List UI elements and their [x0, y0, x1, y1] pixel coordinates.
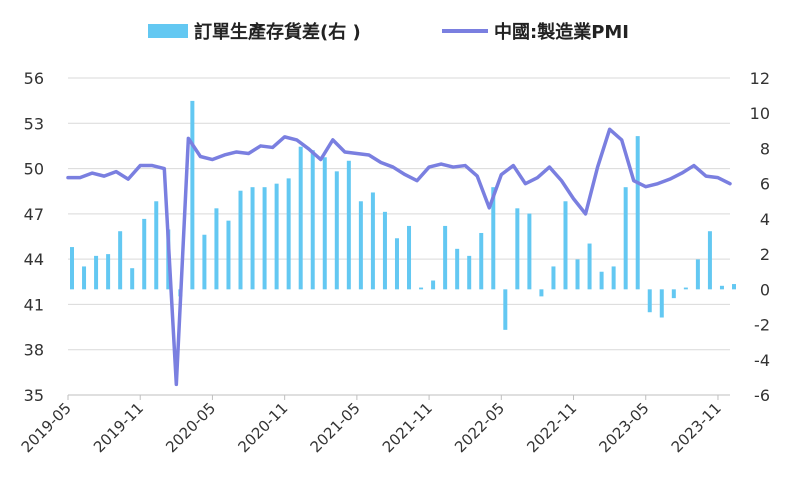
bar [346, 160, 351, 290]
bar [190, 100, 195, 290]
x-axis-tick-label: 2023-11 [668, 399, 725, 456]
right-axis-tick-label: 0 [760, 280, 770, 299]
bar [455, 248, 460, 290]
bar [719, 285, 724, 290]
bar [238, 190, 243, 290]
bar [479, 232, 484, 290]
x-axis-tick-label: 2021-05 [307, 399, 364, 456]
bar [118, 231, 123, 290]
x-axis-tick-label: 2023-05 [596, 399, 653, 456]
bar [515, 208, 520, 290]
bar [322, 157, 327, 290]
bar [82, 266, 87, 290]
bar [70, 247, 74, 290]
right-axis-tick-label: -2 [754, 316, 770, 335]
pmi-line [66, 127, 732, 387]
x-axis-tick-label: 2021-11 [379, 399, 436, 456]
bar [142, 218, 147, 290]
right-axis-tick-label: 12 [750, 69, 770, 88]
right-axis-tick-label: 6 [760, 175, 770, 194]
bar [370, 192, 375, 290]
line-series [66, 127, 732, 387]
x-axis-tick-label: 2022-05 [451, 399, 508, 456]
bar [358, 201, 363, 290]
bar [527, 213, 532, 290]
bar [298, 146, 303, 290]
bar [539, 289, 544, 297]
bar [683, 287, 688, 290]
bar [394, 238, 399, 290]
bar [623, 187, 628, 290]
bar [587, 243, 592, 290]
bar [443, 225, 448, 290]
right-axis-tick-label: 8 [760, 139, 770, 158]
left-axis-tick-label: 35 [24, 386, 44, 405]
x-axis-tick-label: 2020-11 [234, 399, 291, 456]
bar [491, 187, 496, 290]
right-axis-tick-label: -4 [754, 351, 770, 370]
bar-series [70, 100, 736, 330]
bar [671, 289, 676, 299]
bar [551, 266, 556, 290]
axes: 35 38 41 44 47 50 53 56 -6 -4 -2 0 2 4 6 8 10 12 2019-05 20… [18, 69, 770, 456]
x-axis-tick-label: 2020-05 [162, 399, 219, 456]
bar [611, 266, 616, 290]
left-axis-tick-label: 47 [24, 205, 44, 224]
bar [334, 171, 339, 290]
x-axis-tick-label: 2019-11 [90, 399, 147, 456]
right-axis-tick-label: 10 [750, 104, 770, 123]
x-axis-tick-label: 2019-05 [18, 399, 75, 456]
left-axis-tick-label: 56 [24, 69, 44, 88]
bar [106, 254, 111, 290]
bar [503, 289, 508, 330]
left-axis-tick-label: 38 [24, 341, 44, 360]
bar [563, 201, 568, 290]
bar [467, 255, 472, 290]
bar [226, 220, 231, 290]
legend-bar-swatch [148, 24, 188, 38]
right-axis-tick-label: -6 [754, 386, 770, 405]
bar [286, 178, 291, 290]
bar [635, 136, 640, 290]
legend-bar-label: 訂單生產存貨差(右 ) [194, 21, 361, 43]
bar [262, 187, 267, 290]
bar [575, 259, 580, 290]
x-axis-tick-label: 2022-11 [523, 399, 580, 456]
bar [659, 289, 664, 318]
bar [732, 284, 736, 290]
right-axis-tick-label: 2 [760, 245, 770, 264]
left-axis-tick-label: 41 [24, 295, 44, 314]
left-axis-tick-label: 44 [24, 250, 44, 269]
bar [419, 287, 424, 290]
bar [707, 231, 712, 290]
right-axis-tick-label: 4 [760, 210, 770, 229]
left-axis-tick-label: 53 [24, 114, 44, 133]
bar [695, 259, 700, 290]
legend: 訂單生產存貨差(右 ) 中國:製造業PMI [148, 21, 629, 43]
legend-line-label: 中國:製造業PMI [494, 21, 629, 43]
bar [214, 208, 219, 290]
bar [647, 289, 652, 313]
bar [274, 183, 279, 290]
bar [407, 225, 412, 290]
bar [250, 187, 255, 290]
bar [154, 201, 159, 290]
bar [310, 150, 315, 290]
bar [382, 211, 387, 290]
bar [130, 268, 135, 290]
left-axis-tick-label: 50 [24, 160, 44, 179]
bar [431, 280, 436, 290]
bar [599, 271, 604, 290]
bar [202, 234, 207, 290]
bar [94, 255, 99, 290]
